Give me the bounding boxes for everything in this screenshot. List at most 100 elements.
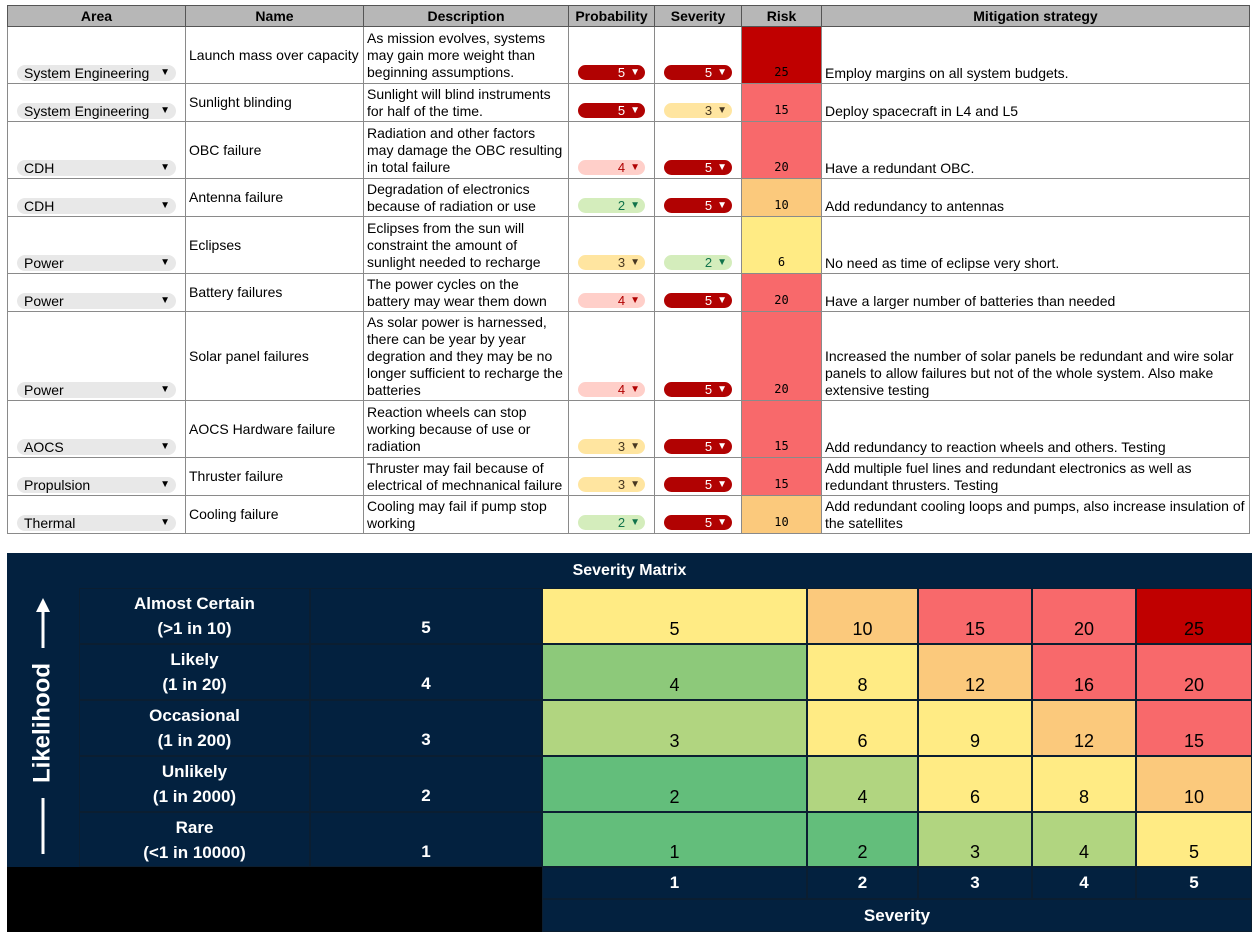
dropdown-arrow-icon: ▼ bbox=[160, 200, 170, 211]
description-cell: The power cycles on the battery may wear… bbox=[363, 273, 569, 312]
probability-value: 3 bbox=[617, 477, 626, 492]
area-value: CDH bbox=[24, 197, 55, 214]
matrix-cell: 4 bbox=[807, 756, 918, 812]
likelihood-value: 3 bbox=[421, 730, 431, 749]
severity-dropdown[interactable]: 5 ▼ bbox=[664, 65, 732, 80]
probability-dropdown[interactable]: 5 ▼ bbox=[578, 65, 645, 80]
likelihood-row-label: Unlikely (1 in 2000) bbox=[79, 756, 310, 812]
likelihood-frequency: (1 in 200) bbox=[157, 731, 232, 750]
area-dropdown[interactable]: System Engineering ▼ bbox=[17, 103, 176, 119]
matrix-cell: 12 bbox=[1032, 700, 1136, 756]
probability-dropdown[interactable]: 4 ▼ bbox=[578, 382, 645, 397]
mitigation-cell: Add redundancy to reaction wheels and ot… bbox=[821, 400, 1250, 458]
risk-cell: 15 bbox=[741, 83, 822, 122]
likelihood-arrow: Likelihood bbox=[28, 598, 55, 854]
dropdown-arrow-icon: ▼ bbox=[160, 479, 170, 490]
likelihood-row-value: 1 bbox=[310, 812, 542, 867]
area-dropdown[interactable]: Propulsion ▼ bbox=[17, 477, 176, 493]
matrix-cell: 20 bbox=[1136, 644, 1252, 700]
name-cell: Sunlight blinding bbox=[185, 83, 364, 122]
header-description: Description bbox=[363, 5, 569, 27]
severity-value: 1 bbox=[669, 873, 680, 892]
probability-dropdown[interactable]: 3 ▼ bbox=[578, 255, 645, 270]
area-dropdown[interactable]: Power ▼ bbox=[17, 293, 176, 309]
area-cell: System Engineering ▼ bbox=[7, 83, 186, 122]
severity-cell: 5 ▼ bbox=[654, 273, 742, 312]
severity-dropdown[interactable]: 5 ▼ bbox=[664, 515, 732, 530]
matrix-cell: 16 bbox=[1032, 644, 1136, 700]
dropdown-arrow-icon: ▼ bbox=[160, 257, 170, 268]
area-dropdown[interactable]: Thermal ▼ bbox=[17, 515, 176, 531]
area-value: AOCS bbox=[24, 438, 64, 455]
area-value: Power bbox=[24, 381, 64, 398]
table-header-row: Area Name Description Probability Severi… bbox=[7, 5, 1250, 27]
area-cell: CDH ▼ bbox=[7, 121, 186, 179]
area-dropdown[interactable]: Power ▼ bbox=[17, 255, 176, 271]
risk-cell: 15 bbox=[741, 457, 822, 496]
likelihood-name: Rare bbox=[175, 817, 214, 837]
severity-dropdown[interactable]: 2 ▼ bbox=[664, 255, 732, 270]
probability-value: 4 bbox=[617, 382, 626, 397]
likelihood-row-label: Almost Certain (>1 in 10) bbox=[79, 588, 310, 644]
mitigation-cell: Have a redundant OBC. bbox=[821, 121, 1250, 179]
severity-value: 5 bbox=[704, 382, 713, 397]
probability-cell: 2 ▼ bbox=[568, 178, 655, 217]
table-row: System Engineering ▼ Sunlight blinding Sunl… bbox=[7, 83, 1250, 122]
area-value: CDH bbox=[24, 159, 55, 176]
probability-dropdown[interactable]: 5 ▼ bbox=[578, 103, 645, 118]
severity-dropdown[interactable]: 5 ▼ bbox=[664, 293, 732, 308]
severity-dropdown[interactable]: 5 ▼ bbox=[664, 439, 732, 454]
likelihood-frequency: (<1 in 10000) bbox=[143, 842, 246, 862]
probability-dropdown[interactable]: 4 ▼ bbox=[578, 293, 645, 308]
area-dropdown[interactable]: System Engineering ▼ bbox=[17, 65, 176, 81]
area-cell: Thermal ▼ bbox=[7, 495, 186, 534]
probability-dropdown[interactable]: 2 ▼ bbox=[578, 515, 645, 530]
probability-dropdown[interactable]: 4 ▼ bbox=[578, 160, 645, 175]
probability-value: 3 bbox=[617, 439, 626, 454]
probability-cell: 4 ▼ bbox=[568, 311, 655, 401]
dropdown-arrow-icon: ▼ bbox=[630, 478, 640, 490]
likelihood-value: 2 bbox=[421, 786, 431, 805]
mitigation-cell: No need as time of eclipse very short. bbox=[821, 216, 1250, 274]
severity-cell: 3 ▼ bbox=[654, 83, 742, 122]
probability-value: 4 bbox=[617, 293, 626, 308]
dropdown-arrow-icon: ▼ bbox=[717, 383, 727, 395]
dropdown-arrow-icon: ▼ bbox=[160, 517, 170, 528]
severity-value: 3 bbox=[970, 873, 980, 892]
severity-dropdown[interactable]: 5 ▼ bbox=[664, 477, 732, 492]
table-row: Thermal ▼ Cooling failure Cooling may fail … bbox=[7, 495, 1250, 534]
likelihood-row-value: 5 bbox=[310, 588, 542, 644]
area-dropdown[interactable]: CDH ▼ bbox=[17, 198, 176, 214]
area-dropdown[interactable]: AOCS ▼ bbox=[17, 439, 176, 455]
severity-matrix: Severity Matrix Likelihood Almost Certai… bbox=[7, 553, 1252, 932]
probability-dropdown[interactable]: 3 ▼ bbox=[578, 477, 645, 492]
probability-cell: 3 ▼ bbox=[568, 216, 655, 274]
severity-dropdown[interactable]: 5 ▼ bbox=[664, 382, 732, 397]
area-value: Thermal bbox=[24, 514, 76, 531]
area-dropdown[interactable]: CDH ▼ bbox=[17, 160, 176, 176]
area-value: Propulsion bbox=[24, 476, 91, 493]
likelihood-value: 1 bbox=[421, 841, 431, 861]
probability-cell: 4 ▼ bbox=[568, 273, 655, 312]
probability-dropdown[interactable]: 2 ▼ bbox=[578, 198, 645, 213]
severity-cell: 2 ▼ bbox=[654, 216, 742, 274]
dropdown-arrow-icon: ▼ bbox=[160, 67, 170, 78]
matrix-cell: 6 bbox=[918, 756, 1032, 812]
probability-dropdown[interactable]: 3 ▼ bbox=[578, 439, 645, 454]
dropdown-arrow-icon: ▼ bbox=[630, 383, 640, 395]
dropdown-arrow-icon: ▼ bbox=[160, 105, 170, 116]
severity-value: 5 bbox=[704, 439, 713, 454]
risk-table: Area Name Description Probability Severi… bbox=[7, 5, 1250, 534]
area-dropdown[interactable]: Power ▼ bbox=[17, 382, 176, 398]
risk-cell: 20 bbox=[741, 273, 822, 312]
matrix-cell: 4 bbox=[1032, 812, 1136, 867]
name-cell: Battery failures bbox=[185, 273, 364, 312]
severity-dropdown[interactable]: 5 ▼ bbox=[664, 198, 732, 213]
severity-dropdown[interactable]: 5 ▼ bbox=[664, 160, 732, 175]
risk-cell: 15 bbox=[741, 400, 822, 458]
likelihood-row-label: Rare (<1 in 10000) bbox=[79, 812, 310, 867]
table-row: CDH ▼ OBC failure Radiation and other facto… bbox=[7, 121, 1250, 179]
matrix-cell: 5 bbox=[542, 588, 807, 644]
mitigation-cell: Add redundancy to antennas bbox=[821, 178, 1250, 217]
severity-dropdown[interactable]: 3 ▼ bbox=[664, 103, 732, 118]
